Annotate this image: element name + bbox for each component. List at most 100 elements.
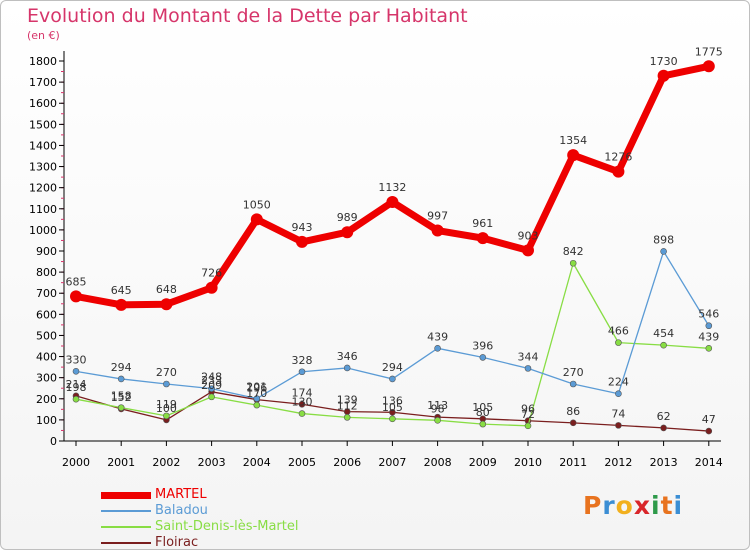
x-tick-label: 2001 [107, 456, 135, 469]
data-point [70, 290, 82, 303]
data-label: 270 [156, 366, 177, 379]
data-label: 136 [382, 394, 403, 407]
data-point [160, 298, 173, 311]
legend-label: Floirac [155, 535, 199, 550]
data-label: 112 [337, 399, 358, 412]
y-tick-label: 800 [36, 266, 57, 279]
x-tick-label: 2011 [559, 456, 587, 469]
data-label: 1132 [378, 181, 406, 194]
chart-legend: MARTEL Baladou Saint-Denis-lès-Martel Floir… [101, 487, 299, 550]
data-label: 86 [566, 405, 580, 418]
data-label: 74 [611, 407, 625, 420]
legend-item: Floirac [101, 535, 299, 550]
x-tick-label: 2002 [152, 456, 180, 469]
data-label: 1354 [559, 134, 587, 147]
data-point [660, 341, 667, 349]
legend-swatch [101, 542, 151, 544]
data-label: 842 [563, 245, 584, 258]
x-tick-label: 2009 [469, 456, 497, 469]
x-tick-label: 2012 [604, 456, 632, 469]
data-point [705, 322, 713, 330]
data-point [208, 393, 215, 401]
data-label: 989 [337, 211, 358, 224]
data-label: 270 [563, 366, 584, 379]
data-point [343, 414, 351, 421]
data-label: 105 [472, 401, 493, 414]
legend-swatch [101, 510, 151, 512]
y-tick-label: 1100 [29, 203, 57, 216]
y-tick-label: 1300 [29, 161, 57, 174]
y-tick-label: 0 [50, 435, 57, 448]
data-label: 201 [246, 381, 267, 394]
data-label: 439 [427, 330, 448, 343]
data-point [569, 419, 577, 427]
data-label: 330 [66, 353, 87, 366]
data-point [298, 368, 306, 376]
legend-label: MARTEL [155, 487, 207, 502]
data-point [660, 248, 667, 255]
data-label: 248 [201, 371, 222, 384]
data-label: 1775 [695, 45, 723, 58]
x-tick-label: 2010 [514, 456, 542, 469]
data-point [163, 380, 170, 388]
data-point [615, 422, 622, 429]
data-label: 214 [66, 378, 87, 391]
y-tick-label: 600 [36, 308, 57, 321]
data-point [479, 354, 487, 361]
data-point [253, 395, 261, 402]
legend-swatch [101, 526, 151, 528]
x-tick-label: 2003 [198, 456, 226, 469]
data-point [343, 364, 351, 372]
data-label: 645 [111, 284, 132, 297]
legend-item: Baladou [101, 503, 299, 519]
data-point [389, 415, 396, 423]
y-tick-label: 1000 [29, 224, 57, 237]
proxiti-logo: Proxiti [583, 491, 684, 520]
chart-title: Evolution du Montant de la Dette par Hab… [27, 5, 468, 27]
x-tick-label: 2005 [288, 456, 316, 469]
data-point [253, 401, 261, 409]
data-point [431, 224, 444, 237]
y-tick-label: 700 [36, 287, 57, 300]
data-point [298, 400, 306, 408]
data-point [702, 60, 715, 73]
data-label: 139 [337, 394, 358, 407]
data-point [72, 395, 80, 403]
data-point [389, 375, 396, 383]
data-label: 130 [292, 396, 313, 409]
data-point [522, 244, 534, 257]
data-point [115, 298, 128, 311]
data-label: 1730 [650, 55, 678, 68]
data-label: 997 [427, 210, 448, 223]
y-tick-label: 1700 [29, 76, 57, 89]
data-point [72, 368, 80, 375]
data-point [117, 375, 125, 383]
data-point [569, 259, 577, 267]
data-point [296, 235, 308, 248]
data-label: 224 [608, 376, 629, 389]
data-label: 344 [518, 350, 539, 363]
data-point [567, 149, 580, 162]
y-tick-label: 400 [36, 351, 57, 364]
y-tick-label: 300 [36, 372, 57, 385]
x-tick-label: 2004 [243, 456, 271, 469]
y-tick-label: 1500 [29, 118, 57, 131]
legend-swatch [101, 491, 151, 499]
data-label: 170 [246, 387, 267, 400]
data-label: 546 [698, 308, 719, 321]
data-label: 119 [156, 398, 177, 411]
data-point [524, 365, 532, 372]
data-point [569, 380, 577, 388]
data-label: 96 [521, 403, 535, 416]
data-label: 328 [292, 354, 313, 367]
data-label: 466 [608, 325, 629, 338]
data-point [250, 213, 263, 226]
data-label: 196 [246, 382, 267, 395]
data-point [341, 226, 354, 239]
data-point [660, 424, 667, 432]
data-label: 113 [427, 399, 448, 412]
data-point [434, 417, 441, 424]
data-label: 294 [382, 361, 403, 374]
